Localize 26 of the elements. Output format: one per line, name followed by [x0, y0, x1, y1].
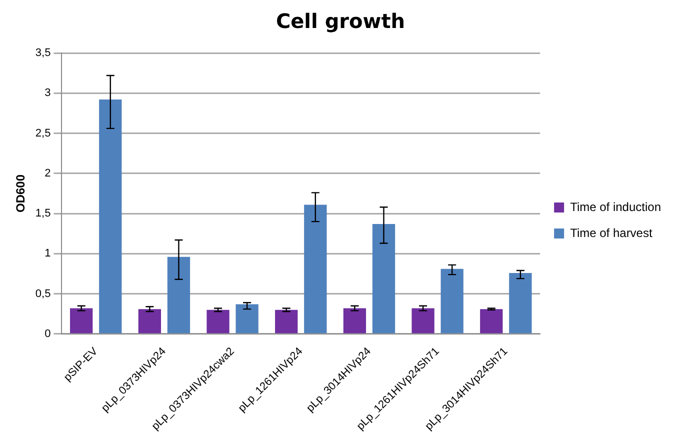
- bar: [99, 100, 122, 334]
- bar: [304, 204, 327, 334]
- bar: [412, 308, 434, 334]
- y-tick-label: 3: [44, 87, 51, 100]
- y-tick-label: 1: [44, 248, 51, 260]
- legend-label: Time of harvest: [570, 226, 653, 240]
- y-tick-label: 1,5: [35, 208, 51, 220]
- bar: [372, 224, 396, 334]
- bar: [236, 304, 258, 334]
- bar: [70, 308, 93, 334]
- bar: [509, 272, 532, 334]
- chart-title: Cell growth: [276, 9, 406, 34]
- y-tick-label: 2,5: [35, 127, 51, 140]
- y-tick-label: 2: [44, 167, 51, 180]
- bar: [138, 309, 162, 334]
- bar: [275, 310, 298, 334]
- bar: [480, 309, 503, 334]
- bar: [206, 310, 230, 334]
- bar: [440, 268, 464, 334]
- bar: [167, 256, 190, 334]
- y-tick-label: 3,5: [35, 47, 51, 60]
- bar: [343, 308, 366, 334]
- y-axis-title: OD600: [14, 174, 28, 212]
- y-tick-label: 0,5: [35, 288, 51, 300]
- legend-label: Time of induction: [570, 200, 662, 214]
- y-tick-label: 0: [44, 328, 51, 340]
